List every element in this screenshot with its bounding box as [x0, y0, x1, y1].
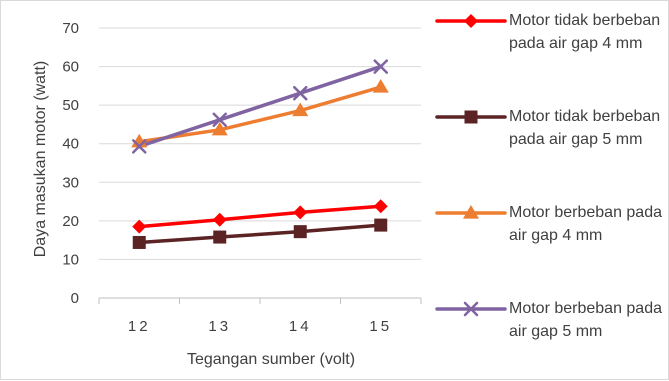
x-axis-title: Tegangan sumber (volt): [187, 351, 355, 368]
legend-swatch-load-5mm: [435, 301, 507, 317]
y-tick-label: 10: [62, 251, 79, 268]
y-tick-label: 30: [62, 174, 79, 191]
data-point: [373, 199, 388, 214]
data-point: [212, 212, 227, 227]
y-tick-label: 40: [62, 136, 79, 153]
legend-label-no-load-4mm: Motor tidak berbeban pada air gap 4 mm: [509, 12, 661, 52]
legend-marker: [464, 14, 478, 28]
data-point: [293, 85, 308, 101]
x-marker-stroke: [293, 85, 308, 101]
data-point: [292, 102, 309, 117]
data-point: [211, 121, 228, 136]
data-point: [372, 79, 389, 93]
y-tick-label: 0: [71, 290, 79, 307]
series-markers: [131, 59, 389, 249]
legend-swatch-no-load-4mm: [435, 14, 507, 28]
tick-labels: 0 10 20 30 40 50 60 70 12 13 14 15: [62, 20, 392, 335]
axes: [98, 297, 422, 304]
legend-label-load-4mm: Motor berbeban pada air gap 4 mm: [509, 204, 662, 244]
data-point: [132, 235, 146, 249]
data-point: [212, 112, 227, 128]
y-axis-title: Daya masukan motor (watt): [32, 61, 49, 258]
legend-swatch-no-load-5mm: [435, 110, 507, 124]
series-line-0: [137, 204, 383, 229]
data-point: [374, 218, 388, 232]
series-line-2: [137, 85, 383, 144]
y-tick-label: 50: [62, 97, 79, 114]
data-point: [132, 219, 147, 234]
legend-swatch-load-4mm: [435, 205, 507, 219]
legend-label-load-5mm: Motor berbeban pada air gap 5 mm: [509, 300, 662, 340]
x-marker-stroke: [373, 59, 388, 74]
legend-marker: [464, 110, 478, 124]
y-tick-label: 20: [62, 213, 79, 230]
legend-label-no-load-5mm: Motor tidak berbeban pada air gap 5 mm: [509, 108, 661, 148]
data-point: [213, 230, 227, 244]
series-line-1: [137, 223, 383, 245]
x-marker-stroke: [132, 139, 147, 154]
data-point: [293, 205, 308, 220]
x-marker-stroke: [212, 112, 227, 128]
legend-marker: [463, 301, 479, 317]
x-tick-label: 13: [208, 318, 231, 335]
x-tick-label: 15: [369, 318, 392, 335]
data-point: [293, 225, 307, 239]
legend-marker: [463, 205, 479, 219]
data-point: [132, 139, 147, 154]
data-point: [373, 59, 388, 74]
y-tick-label: 70: [62, 20, 79, 37]
x-tick-label: 14: [289, 318, 312, 335]
series-lines: [137, 64, 383, 245]
x-tick-label: 12: [128, 318, 151, 335]
x-marker-stroke: [463, 301, 479, 317]
y-tick-label: 60: [62, 59, 79, 76]
series-line-3: [137, 64, 383, 149]
